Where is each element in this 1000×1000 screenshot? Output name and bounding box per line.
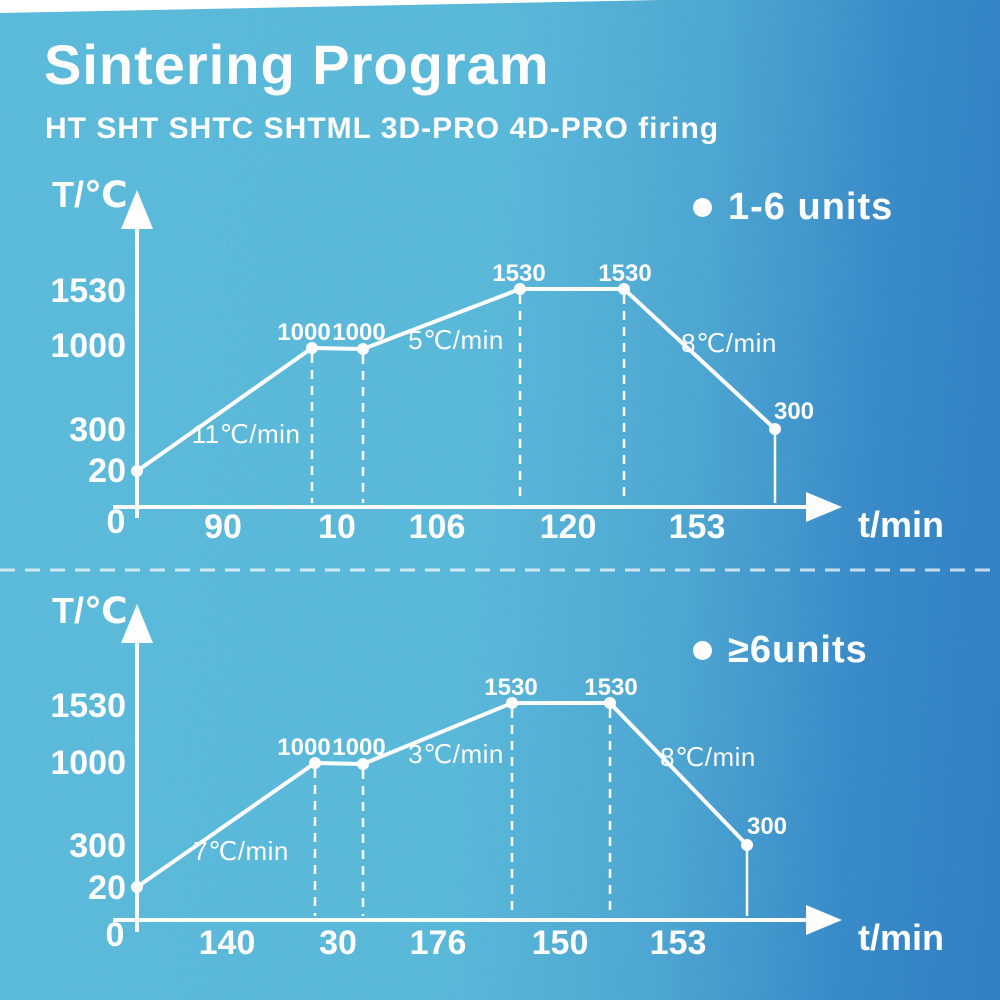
chart2-y-tick: 1530 [50,687,126,725]
page-subtitle: HT SHT SHTC SHTML 3D-PRO 4D-PRO firing [45,112,720,145]
chart1-y-axis-title: T/℃ [52,174,128,215]
chart2-point-label: 1530 [584,674,638,701]
chart2-rate-label: 7℃/min [193,836,289,866]
chart1-y-tick: 1000 [50,327,126,365]
chart1-point-label: 1530 [598,260,652,287]
chart2-point-label: 1000 [332,734,386,761]
chart1-x-tick: 153 [668,508,726,546]
chart2-y-tick: 20 [88,869,126,907]
chart2-x-axis-arrow-icon [806,905,842,935]
chart1-x-tick: 120 [539,508,597,546]
chart1-point-label: 1000 [332,319,386,346]
chart2-legend: ≥6units [693,629,868,672]
chart1-y-tick: 300 [69,411,126,449]
chart2-y-axis-title: T/℃ [52,590,128,631]
chart2-y-tick: 300 [69,827,126,865]
chart1-rate-label: 5℃/min [408,325,504,355]
chart1-x-axis-arrow-icon [806,492,842,522]
chart2-x-tick: 150 [531,924,589,962]
chart1-x-tick: 90 [204,508,242,546]
chart1-y-tick: 1530 [50,272,126,310]
chart1-origin-label: 0 [106,503,126,541]
chart2-rate-label: 3℃/min [408,739,504,769]
chart1-rate-label: 8℃/min [681,328,777,358]
chart2-point-label: 1530 [484,674,538,701]
chart2-legend-label: ≥6units [728,629,868,671]
chart1-x-axis-title: t/min [858,504,944,545]
chart2-x-tick: 176 [409,924,467,962]
chart1-rate-label: 11℃/min [191,419,301,449]
chart1-point-label: 300 [773,398,815,425]
bullet-icon [693,641,712,660]
chart1-y-tick: 20 [88,452,126,490]
chart2-x-tick: 153 [649,924,707,962]
chart1-legend: 1-6 units [693,186,893,229]
chart2-point-label: 1000 [277,734,331,761]
chart2-y-tick: 1000 [50,744,126,782]
chart1-x-tick: 10 [318,508,356,546]
bullet-icon [693,198,712,217]
chart1-point-label: 1530 [492,260,546,287]
page-title: Sintering Program [44,33,550,96]
chart2-x-tick: 140 [198,924,256,962]
chart1-legend-label: 1-6 units [728,186,894,228]
chart1-point-label: 1000 [277,319,331,346]
chart2-x-axis-title: t/min [858,917,944,958]
chart2-rate-label: 8℃/min [660,742,756,772]
chart2-x-tick: 30 [319,924,357,962]
chart2-point-label: 300 [746,813,788,840]
chart1-x-tick: 106 [408,508,466,546]
chart2-origin-label: 0 [105,916,125,954]
